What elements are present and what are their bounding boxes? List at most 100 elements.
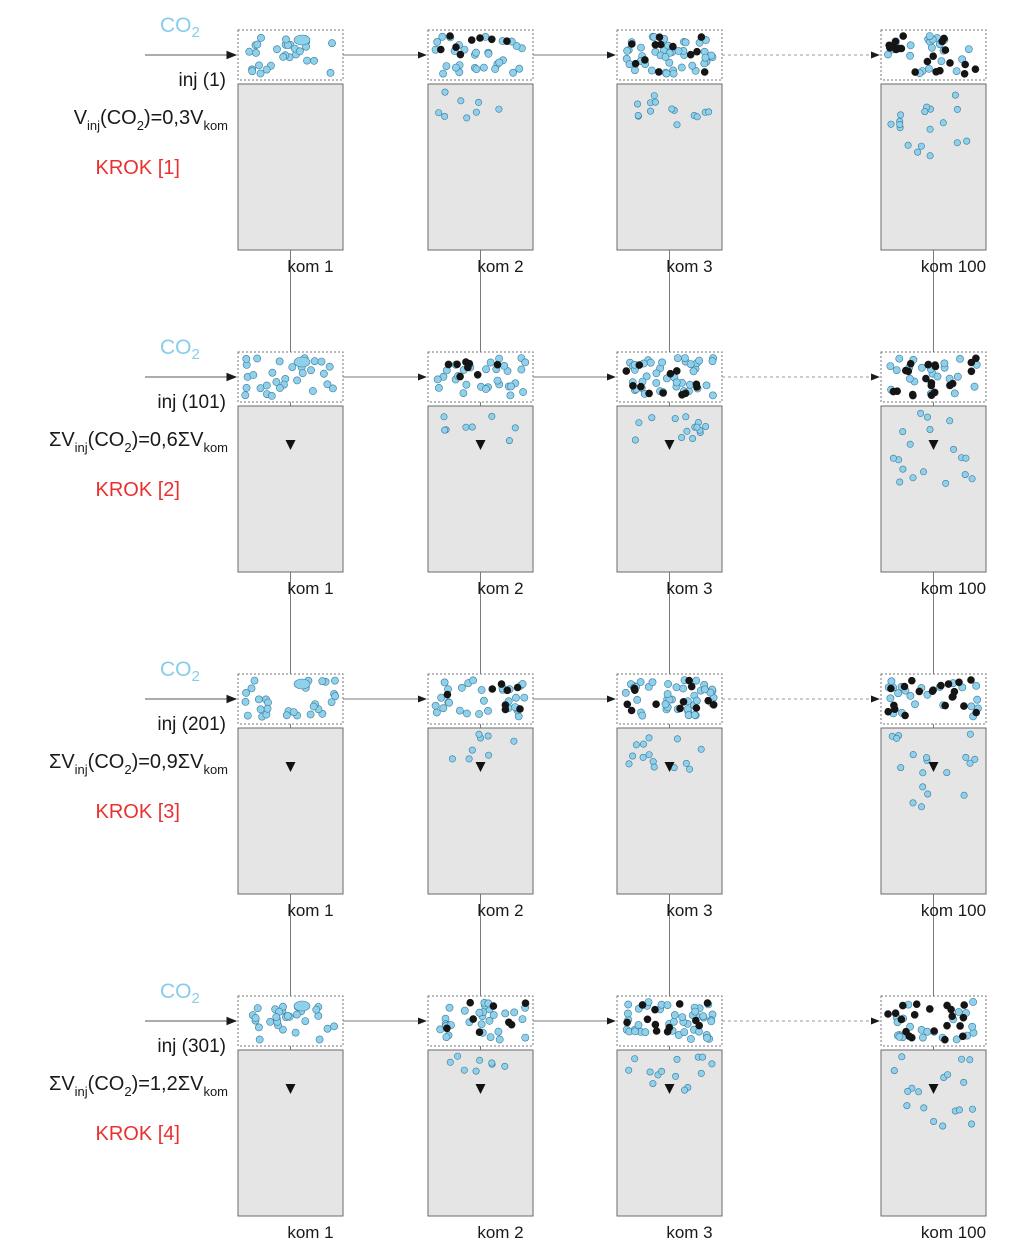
dark-bubble: [972, 708, 980, 717]
co2-bubble: [678, 1013, 687, 1021]
co2-bubble: [670, 1011, 679, 1019]
dissolved-bubble: [681, 1086, 689, 1094]
dark-bubble: [623, 1018, 631, 1027]
co2-bubble: [972, 682, 981, 690]
dark-bubble: [641, 56, 649, 64]
co2-bubble: [709, 391, 717, 400]
co2-bubble: [521, 1033, 530, 1042]
co2-subscript: 2: [192, 668, 200, 685]
dark-bubble: [475, 1028, 484, 1036]
co2-bubble: [680, 1028, 689, 1036]
co2-bubble: [451, 63, 460, 72]
co2-bubble: [512, 693, 520, 702]
co2-bubble: [434, 383, 443, 392]
dark-bubble: [643, 1015, 652, 1024]
formula-part: inj: [75, 762, 88, 777]
dark-bubble: [651, 41, 660, 49]
dark-bubble: [949, 692, 957, 701]
dissolved-bubble: [904, 141, 912, 149]
dissolved-bubble: [511, 424, 519, 432]
dissolved-bubble: [625, 760, 633, 768]
dark-bubble: [929, 52, 937, 60]
co2-bubble: [674, 47, 683, 55]
dissolved-bubble: [966, 730, 974, 738]
dark-bubble: [941, 46, 950, 54]
dark-bubble: [922, 374, 930, 383]
co2-bubble: [309, 702, 318, 711]
dissolved-bubble: [650, 92, 658, 100]
cell-body: [427, 405, 534, 573]
co2-bubble: [241, 698, 250, 706]
co2-bubble: [312, 1005, 321, 1014]
co2-bubble: [256, 69, 265, 78]
dissolved-bubble: [889, 454, 897, 462]
dissolved-bubble: [650, 763, 658, 771]
dissolved-bubble: [435, 109, 443, 117]
co2-bubble: [439, 704, 448, 713]
dark-bubble: [941, 1035, 949, 1044]
dark-bubble: [453, 360, 461, 369]
dark-bubble: [452, 43, 460, 51]
dissolved-bubble: [896, 121, 904, 129]
co2-bubble: [489, 1011, 498, 1019]
dark-bubble: [638, 1001, 647, 1009]
dissolved-bubble: [946, 417, 954, 425]
dissolved-bubble: [919, 468, 927, 476]
co2-bubble: [431, 701, 440, 710]
down-arrow-icon: [928, 440, 939, 450]
dark-bubble: [955, 678, 963, 687]
vertical-flow-lines: [290, 250, 934, 1130]
dark-bubble: [887, 684, 895, 693]
dissolved-bubble: [682, 759, 690, 767]
down-arrow-icon: [664, 762, 675, 772]
co2-bubble: [950, 389, 959, 398]
dissolved-bubble: [915, 1088, 923, 1096]
cell-body: [427, 83, 534, 251]
dissolved-bubble: [646, 1068, 654, 1076]
co2-bubble: [438, 32, 447, 41]
co2-bubble: [687, 1035, 695, 1043]
co2-bubble: [521, 358, 530, 367]
co2-bubble: [969, 998, 977, 1006]
dark-bubble: [488, 685, 497, 693]
dissolved-bubble: [909, 799, 917, 807]
volume-formula: ΣVinj(CO2)=1,2ΣVkom: [49, 1073, 228, 1099]
co2-bubble: [289, 708, 298, 716]
co2-bubble: [517, 365, 526, 374]
co2-bubble: [699, 1012, 708, 1021]
co2-bubble: [440, 678, 449, 687]
dissolved-bubble: [634, 112, 642, 120]
dissolved-bubble: [953, 139, 961, 147]
co2-bubble: [519, 388, 527, 396]
co2-bubble: [460, 1006, 469, 1015]
cell-label: kom 2: [477, 257, 523, 276]
co2-bubble: [486, 358, 495, 367]
dark-bubble: [521, 999, 530, 1007]
dark-bubble: [960, 1001, 968, 1009]
dissolved-bubble: [645, 734, 653, 742]
co2-bubble: [673, 354, 682, 362]
cell-body: [237, 1049, 344, 1217]
step-label: KROK [4]: [96, 1123, 180, 1145]
dark-bubble: [456, 372, 464, 381]
down-arrow-icon: [475, 440, 486, 450]
co2-bubble: [707, 1017, 716, 1026]
dark-bubble: [946, 59, 954, 67]
dark-bubble: [943, 1001, 951, 1010]
dark-bubble: [890, 701, 898, 710]
cell-label: kom 2: [477, 579, 523, 598]
dissolved-bubble: [646, 107, 654, 115]
co2-bubble: [886, 362, 895, 370]
dissolved-bubble: [971, 755, 979, 763]
dark-bubble: [652, 700, 660, 708]
dissolved-bubble: [899, 465, 907, 473]
down-arrow-icon: [285, 762, 296, 772]
co2-bubble: [500, 361, 509, 370]
dissolved-bubble: [951, 91, 959, 99]
dark-bubble: [891, 1009, 900, 1017]
dissolved-bubble: [896, 478, 904, 486]
dissolved-bubble: [923, 754, 931, 762]
dark-bubble: [513, 683, 522, 692]
co2-text: CO: [160, 658, 192, 681]
dark-bubble: [959, 1013, 968, 1022]
